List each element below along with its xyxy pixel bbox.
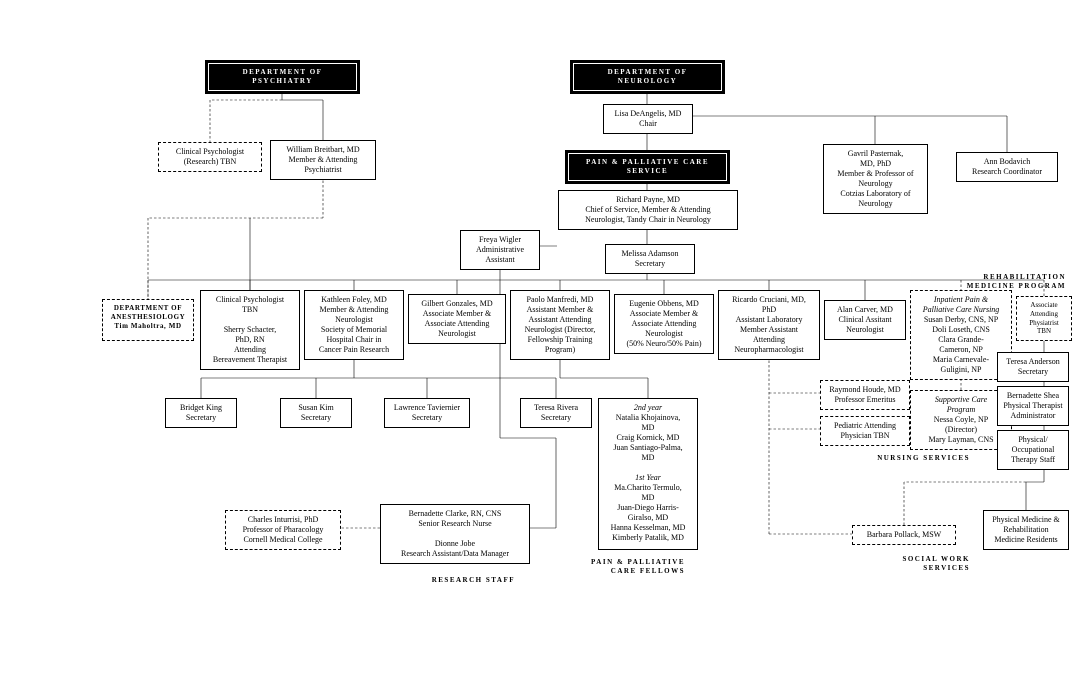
caption-social: SOCIAL WORK SERVICES (860, 555, 970, 573)
node-fellows_box: 2nd yearNatalia Khojainova,MDCraig Korni… (598, 398, 698, 550)
node-pasternak: Gavril Pasternak,MD, PhDMember & Profess… (823, 144, 928, 214)
node-research_box: Bernadette Clarke, RN, CNSSenior Researc… (380, 504, 530, 564)
node-carver: Alan Carver, MDClinical AssitantNeurolog… (824, 300, 906, 340)
node-sec_rivera: Teresa RiveraSecretary (520, 398, 592, 428)
node-sec_tav: Lawrence TaviernierSecretary (384, 398, 470, 428)
node-sec_kim: Susan KimSecretary (280, 398, 352, 428)
node-breitbart: William Breitbart, MDMember & AttendingP… (270, 140, 376, 180)
node-houde: Raymond Houde, MDProfessor Emeritus (820, 380, 910, 410)
node-anesth: DEPARTMENT OFANESTHESIOLOGYTim Maholtra,… (102, 299, 194, 341)
node-obbens: Eugenie Obbens, MDAssociate Member &Asso… (614, 294, 714, 354)
node-gonzales: Gilbert Gonzales, MDAssociate Member &As… (408, 294, 506, 344)
node-inturrisi: Charles Inturrisi, PhDProfessor of Phara… (225, 510, 341, 550)
caption-fellows: PAIN & PALLIATIVECARE FELLOWS (585, 558, 685, 576)
node-teresa_a: Teresa AndersonSecretary (997, 352, 1069, 382)
node-cruciani: Ricardo Cruciani, MD,PhDAssistant Labora… (718, 290, 820, 360)
caption-nursing: NURSING SERVICES (870, 454, 970, 463)
caption-rehab: REHABILITATIONMEDICINE PROGRAM (956, 273, 1066, 291)
node-clin_psych_res: Clinical Psychologist(Research) TBN (158, 142, 262, 172)
node-ped_tbn: Pediatric AttendingPhysician TBN (820, 416, 910, 446)
node-dept_neuro: DEPARTMENT OF NEUROLOGY (570, 60, 725, 94)
node-sec_king: Bridget KingSecretary (165, 398, 237, 428)
node-payne: Richard Payne, MDChief of Service, Membe… (558, 190, 738, 230)
node-therapy: Physical/OccupationalTherapy Staff (997, 430, 1069, 470)
node-manfredi: Paolo Manfredi, MDAssistant Member &Assi… (510, 290, 610, 360)
node-psych_tbn: Clinical PsychologistTBN Sherry Schacter… (200, 290, 300, 370)
node-physiatrist: Associate AttendingPhysiatristTBN (1016, 296, 1072, 341)
node-ppc_service: PAIN & PALLIATIVE CARE SERVICE (565, 150, 730, 184)
node-dept_psych: DEPARTMENT OF PSYCHIATRY (205, 60, 360, 94)
node-pollack: Barbara Pollack, MSW (852, 525, 956, 545)
node-adamson: Melissa AdamsonSecretary (605, 244, 695, 274)
node-shea: Bernadette SheaPhysical TherapistAdminis… (997, 386, 1069, 426)
caption-research: RESEARCH STAFF (425, 576, 515, 585)
node-pmr_res: Physical Medicine &RehabilitationMedicin… (983, 510, 1069, 550)
node-bodavich: Ann BodavichResearch Coordinator (956, 152, 1058, 182)
node-wigler: Freya WiglerAdministrativeAssistant (460, 230, 540, 270)
node-chair: Lisa DeAngelis, MDChair (603, 104, 693, 134)
node-foley: Kathleen Foley, MDMember & AttendingNeur… (304, 290, 404, 360)
